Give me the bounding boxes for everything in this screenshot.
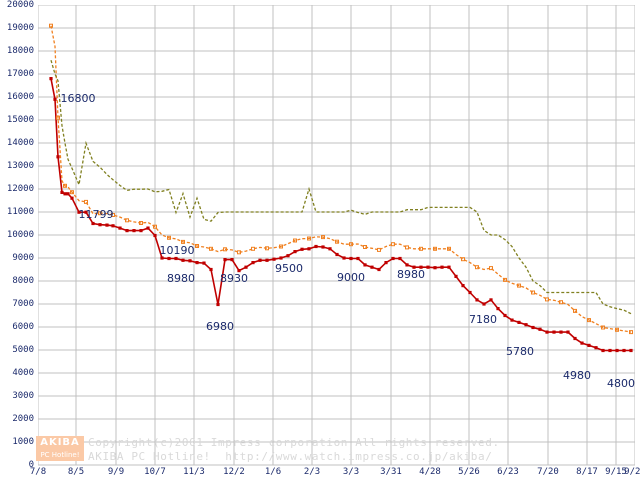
y-axis-tick: 0 [28, 460, 34, 470]
x-axis-tick: 8/17 [576, 467, 598, 477]
x-axis-tick: 9/15 [605, 467, 627, 477]
x-axis-tick: 7/8 [29, 467, 47, 477]
data-point-label: 10190 [159, 244, 195, 257]
y-axis-tick: 18000 [6, 46, 34, 56]
data-point-label: 16800 [60, 92, 96, 105]
data-point-label: 4980 [563, 369, 591, 382]
y-axis-tick: 15000 [6, 115, 34, 125]
data-point-label: 6980 [206, 320, 234, 333]
y-axis-tick: 20000 [6, 0, 34, 10]
data-point-label: 8980 [167, 272, 195, 285]
x-axis-tick: 10/7 [144, 467, 166, 477]
y-axis: 0 1000 2000 3000 4000 5000 6000 7000 8000 9000 100… [0, 0, 34, 470]
y-axis-tick: 2000 [12, 414, 34, 424]
y-axis-tick: 10000 [6, 230, 34, 240]
y-axis-tick: 3000 [12, 391, 34, 401]
x-axis-tick: 3/31 [380, 467, 402, 477]
y-axis-tick: 12000 [6, 184, 34, 194]
x-axis-tick: 2/3 [303, 467, 321, 477]
y-axis-tick: 6000 [12, 322, 34, 332]
chart-series [49, 23, 633, 353]
x-axis-tick: 8/5 [67, 467, 85, 477]
x-axis-tick: 4/28 [419, 467, 441, 477]
y-axis-tick: 19000 [6, 23, 34, 33]
x-axis-tick: 9/22 [624, 467, 640, 477]
plot-area [38, 5, 635, 466]
data-point-label: 4800 [607, 377, 635, 390]
data-point-label: 5780 [506, 345, 534, 358]
x-axis-tick: 7/20 [537, 467, 559, 477]
data-point-label: 9000 [337, 271, 365, 284]
x-axis-tick: 9/9 [107, 467, 125, 477]
y-axis-tick: 13000 [6, 161, 34, 171]
data-point-label: 11799 [78, 208, 114, 221]
data-point-label: 9500 [275, 262, 303, 275]
x-axis-tick: 12/2 [223, 467, 245, 477]
y-axis-tick: 5000 [12, 345, 34, 355]
x-axis-tick: 1/6 [264, 467, 282, 477]
y-axis-tick: 4000 [12, 368, 34, 378]
y-axis-tick: 9000 [12, 253, 34, 263]
y-axis-tick: 16000 [6, 92, 34, 102]
x-axis: 7/8 8/5 9/9 10/7 11/3 12/2 1/6 2/3 3/3 3/31 4/28 5/… [30, 467, 640, 481]
y-axis-tick: 17000 [6, 69, 34, 79]
y-axis-tick: 7000 [12, 299, 34, 309]
data-point-label: 8930 [220, 272, 248, 285]
x-axis-tick: 3/3 [342, 467, 360, 477]
x-axis-tick: 5/26 [458, 467, 480, 477]
y-axis-tick: 11000 [6, 207, 34, 217]
data-point-label: 8980 [397, 268, 425, 281]
x-axis-tick: 11/3 [183, 467, 205, 477]
data-point-label: 7180 [469, 313, 497, 326]
y-axis-tick: 8000 [12, 276, 34, 286]
y-axis-tick: 14000 [6, 138, 34, 148]
y-axis-tick: 1000 [12, 437, 34, 447]
x-axis-tick: 6/23 [497, 467, 519, 477]
